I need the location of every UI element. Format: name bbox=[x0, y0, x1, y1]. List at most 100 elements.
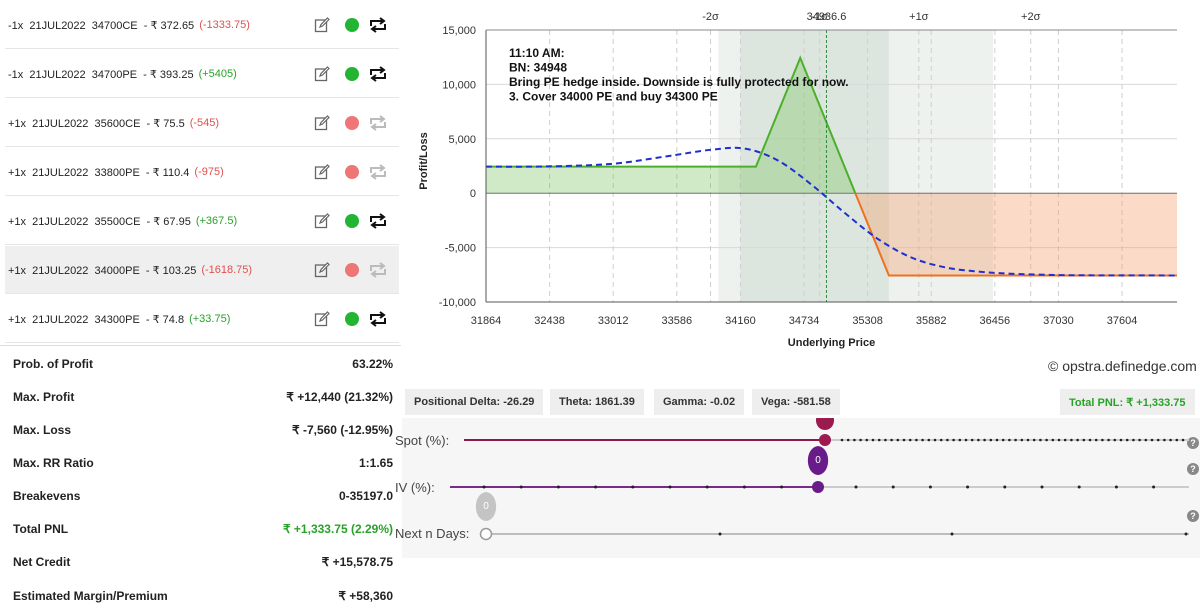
watermark: © opstra.definedge.com bbox=[1048, 358, 1197, 374]
stat-row: Net Credit ₹ +15,578.75 bbox=[13, 552, 393, 572]
iv-value: 0 bbox=[815, 455, 821, 466]
repeat-icon[interactable] bbox=[368, 114, 388, 132]
status-toggle[interactable] bbox=[345, 165, 359, 179]
spot-slider-tick bbox=[846, 438, 850, 442]
x-tick-label: 32438 bbox=[534, 315, 565, 327]
repeat-icon[interactable] bbox=[368, 163, 388, 181]
slider-tracks: 0 0 0 bbox=[450, 418, 1189, 541]
days-slider-tick bbox=[950, 532, 954, 536]
repeat-icon[interactable] bbox=[368, 65, 388, 83]
days-help-icon[interactable]: ? bbox=[1187, 510, 1199, 522]
days-slider-tick bbox=[1184, 532, 1188, 536]
status-toggle[interactable] bbox=[345, 214, 359, 228]
position-pnl: (-1618.75) bbox=[201, 264, 253, 276]
stat-label: Estimated Margin/Premium bbox=[13, 589, 168, 603]
stat-label: Prob. of Profit bbox=[13, 357, 93, 371]
sigma-label: +2σ bbox=[1021, 11, 1041, 23]
days-value-marker bbox=[475, 492, 497, 521]
y-tick-label: -5,000 bbox=[445, 243, 476, 255]
spot-slider-tick bbox=[1001, 438, 1005, 442]
payoff-chart: 31864 32438 33012 33586 34160 34734 35308 35882… bbox=[402, 0, 1200, 380]
x-tick-label: 37604 bbox=[1107, 315, 1138, 327]
stat-row: Total PNL ₹ +1,333.75 (2.29%) bbox=[13, 519, 393, 539]
status-toggle[interactable] bbox=[345, 18, 359, 32]
delta-chip: Positional Delta: -26.29 bbox=[405, 389, 544, 415]
spot-slider-tick bbox=[952, 438, 955, 442]
spot-slider-tick bbox=[908, 438, 912, 442]
iv-slider-tick bbox=[854, 485, 858, 489]
stat-value: ₹ +58,360 bbox=[338, 589, 393, 603]
iv-help-icon[interactable]: ? bbox=[1187, 463, 1199, 475]
stat-value: ₹ +1,333.75 (2.29%) bbox=[282, 522, 393, 536]
status-toggle[interactable] bbox=[345, 312, 359, 326]
scenario-sliders: Spot (%): IV (%): Next n Days: ? ? ? 0 0 0 bbox=[395, 418, 1200, 558]
spot-slider-tick bbox=[840, 438, 844, 442]
position-text: +1x 21JUL2022 35600CE - ₹ 75.5 (-545) bbox=[8, 99, 219, 147]
loss-area bbox=[855, 193, 1177, 276]
iv-slider-thumb[interactable] bbox=[812, 481, 824, 493]
chart-annotation-line: BN: 34948 bbox=[509, 61, 567, 75]
spot-slider-tick bbox=[1150, 438, 1154, 442]
sigma-band-inner bbox=[740, 30, 889, 302]
spot-help-icon[interactable]: ? bbox=[1187, 437, 1199, 449]
spot-slider-tick bbox=[964, 438, 968, 442]
position-row: -1x 21JUL2022 34700PE - ₹ 393.25 (+5405) bbox=[5, 50, 399, 98]
spot-slider-tick bbox=[859, 438, 862, 442]
spot-slider-tick bbox=[915, 438, 918, 442]
spot-slider-tick bbox=[1032, 438, 1036, 442]
position-text: +1x 21JUL2022 33800PE - ₹ 110.4 (-975) bbox=[8, 148, 224, 196]
edit-icon[interactable] bbox=[314, 17, 330, 33]
position-text: -1x 21JUL2022 34700PE - ₹ 393.25 (+5405) bbox=[8, 50, 237, 98]
iv-slider-tick bbox=[519, 485, 523, 489]
position-description: +1x 21JUL2022 34000PE - ₹ 103.25 bbox=[8, 264, 197, 277]
spot-slider-thumb[interactable] bbox=[819, 434, 831, 446]
spot-slider-tick bbox=[1163, 438, 1166, 442]
position-text: -1x 21JUL2022 34700CE - ₹ 372.65 (-1333.7… bbox=[8, 1, 250, 49]
edit-icon[interactable] bbox=[314, 262, 330, 278]
spot-slider-tick bbox=[1082, 438, 1086, 442]
edit-icon[interactable] bbox=[314, 164, 330, 180]
iv-slider-tick bbox=[631, 485, 635, 489]
y-tick-label: 10,000 bbox=[442, 79, 476, 91]
spot-slider-tick bbox=[939, 438, 943, 442]
edit-icon[interactable] bbox=[314, 115, 330, 131]
edit-icon[interactable] bbox=[314, 213, 330, 229]
edit-icon[interactable] bbox=[314, 311, 330, 327]
repeat-icon[interactable] bbox=[368, 261, 388, 279]
spot-slider-tick bbox=[958, 438, 962, 442]
spot-slider-tick bbox=[1125, 438, 1129, 442]
sigma-label: 34936.6 bbox=[807, 11, 847, 23]
days-slider-label: Next n Days: bbox=[395, 526, 470, 541]
vega-chip: Vega: -581.58 bbox=[752, 389, 840, 415]
iv-slider-tick bbox=[1114, 485, 1118, 489]
status-toggle[interactable] bbox=[345, 263, 359, 277]
days-slider-thumb[interactable] bbox=[479, 527, 493, 541]
repeat-icon[interactable] bbox=[368, 16, 388, 34]
spot-slider-tick bbox=[1119, 438, 1123, 442]
stat-row: Max. RR Ratio 1:1.65 bbox=[13, 453, 393, 473]
repeat-icon[interactable] bbox=[368, 212, 388, 230]
spot-slider-tick bbox=[1063, 438, 1067, 442]
x-tick-label: 35308 bbox=[852, 315, 883, 327]
y-tick-label: 15,000 bbox=[442, 25, 476, 37]
y-tick-label: 5,000 bbox=[448, 134, 476, 146]
spot-slider-tick bbox=[1138, 438, 1141, 442]
positions-panel: -1x 21JUL2022 34700CE - ₹ 372.65 (-1333.7… bbox=[0, 0, 401, 613]
position-description: +1x 21JUL2022 34300PE - ₹ 74.8 bbox=[8, 313, 185, 326]
status-toggle[interactable] bbox=[345, 67, 359, 81]
stat-row: Estimated Margin/Premium ₹ +58,360 bbox=[13, 586, 393, 606]
status-toggle[interactable] bbox=[345, 116, 359, 130]
spot-slider-tick bbox=[983, 438, 986, 442]
repeat-icon[interactable] bbox=[368, 310, 388, 328]
profit-area bbox=[486, 57, 856, 194]
x-tick-label: 34734 bbox=[789, 315, 820, 327]
x-tick-label: 36456 bbox=[980, 315, 1011, 327]
spot-slider-tick bbox=[977, 438, 980, 442]
edit-icon[interactable] bbox=[314, 66, 330, 82]
x-tick-label: 34160 bbox=[725, 315, 756, 327]
position-description: +1x 21JUL2022 35600CE - ₹ 75.5 bbox=[8, 117, 185, 130]
position-description: +1x 21JUL2022 33800PE - ₹ 110.4 bbox=[8, 166, 190, 179]
spot-slider-tick bbox=[1070, 438, 1073, 442]
spot-slider-tick bbox=[1088, 438, 1092, 442]
position-row: +1x 21JUL2022 35600CE - ₹ 75.5 (-545) bbox=[5, 99, 399, 147]
